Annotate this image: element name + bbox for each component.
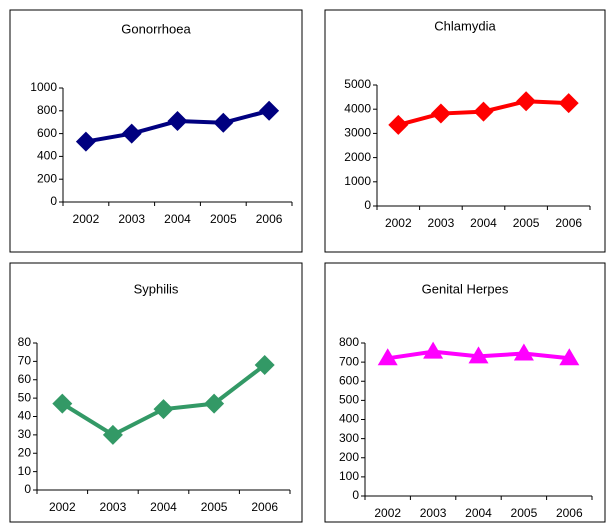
y-tick-label: 0 xyxy=(50,194,57,208)
y-tick-label: 40 xyxy=(18,409,32,423)
y-tick-label: 5000 xyxy=(344,77,371,91)
y-tick-label: 10 xyxy=(18,464,32,478)
chart-panel xyxy=(324,262,606,523)
x-tick-label: 2005 xyxy=(513,216,540,230)
data-point xyxy=(468,346,489,364)
data-point xyxy=(75,131,96,152)
data-point xyxy=(259,100,280,121)
data-point xyxy=(423,341,444,359)
x-tick-label: 2004 xyxy=(470,216,497,230)
y-tick-label: 80 xyxy=(18,335,32,349)
data-point xyxy=(513,343,534,361)
x-tick-label: 2006 xyxy=(251,500,278,514)
data-point xyxy=(516,91,537,112)
data-point xyxy=(213,112,234,133)
data-point xyxy=(430,103,451,124)
y-tick-label: 200 xyxy=(37,171,57,185)
chart-title: Genital Herpes xyxy=(422,281,509,296)
chart-panel xyxy=(324,9,606,253)
x-tick-label: 2002 xyxy=(49,500,76,514)
x-tick-label: 2003 xyxy=(118,212,145,226)
x-tick-label: 2005 xyxy=(210,212,237,226)
y-tick-label: 0 xyxy=(352,488,359,502)
y-tick-label: 2000 xyxy=(344,150,371,164)
y-tick-label: 0 xyxy=(364,198,371,212)
y-tick-label: 100 xyxy=(339,469,359,483)
y-tick-label: 600 xyxy=(37,126,57,140)
data-point xyxy=(204,393,225,414)
data-point xyxy=(559,348,580,366)
y-tick-label: 700 xyxy=(339,354,359,368)
y-tick-label: 500 xyxy=(339,393,359,407)
x-tick-label: 2002 xyxy=(385,216,412,230)
data-point xyxy=(254,355,275,376)
y-tick-label: 300 xyxy=(339,431,359,445)
x-tick-label: 2006 xyxy=(256,212,283,226)
data-point xyxy=(388,114,409,135)
x-tick-label: 2005 xyxy=(511,506,538,520)
x-tick-label: 2003 xyxy=(100,500,127,514)
y-tick-label: 800 xyxy=(37,103,57,117)
x-tick-label: 2003 xyxy=(428,216,455,230)
y-tick-label: 800 xyxy=(339,335,359,349)
y-tick-label: 200 xyxy=(339,450,359,464)
x-tick-label: 2004 xyxy=(164,212,191,226)
x-tick-label: 2006 xyxy=(556,506,583,520)
data-point xyxy=(52,393,73,414)
x-tick-label: 2006 xyxy=(555,216,582,230)
y-tick-label: 1000 xyxy=(30,80,57,94)
y-tick-label: 60 xyxy=(18,372,32,386)
y-tick-label: 20 xyxy=(18,445,32,459)
x-tick-label: 2004 xyxy=(150,500,177,514)
chart-title: Syphilis xyxy=(134,281,179,296)
y-tick-label: 400 xyxy=(37,149,57,163)
data-point xyxy=(153,399,174,420)
chart-panel xyxy=(9,262,303,523)
y-tick-label: 400 xyxy=(339,412,359,426)
y-tick-label: 30 xyxy=(18,427,32,441)
data-point xyxy=(121,123,142,144)
x-tick-label: 2003 xyxy=(420,506,447,520)
y-tick-label: 3000 xyxy=(344,126,371,140)
y-tick-label: 600 xyxy=(339,373,359,387)
y-tick-label: 70 xyxy=(18,354,32,368)
y-tick-label: 50 xyxy=(18,390,32,404)
data-point xyxy=(473,101,494,122)
data-point xyxy=(558,93,579,114)
chart-title: Chlamydia xyxy=(434,18,496,33)
x-tick-label: 2004 xyxy=(465,506,492,520)
x-tick-label: 2002 xyxy=(374,506,401,520)
data-point xyxy=(167,111,188,132)
y-tick-label: 4000 xyxy=(344,101,371,115)
x-tick-label: 2002 xyxy=(73,212,100,226)
x-tick-label: 2005 xyxy=(201,500,228,514)
y-tick-label: 0 xyxy=(24,482,31,496)
chart-title: Gonorrhoea xyxy=(121,21,191,36)
data-point xyxy=(377,348,398,366)
data-point xyxy=(102,424,123,445)
y-tick-label: 1000 xyxy=(344,174,371,188)
chart-panel xyxy=(9,9,303,253)
